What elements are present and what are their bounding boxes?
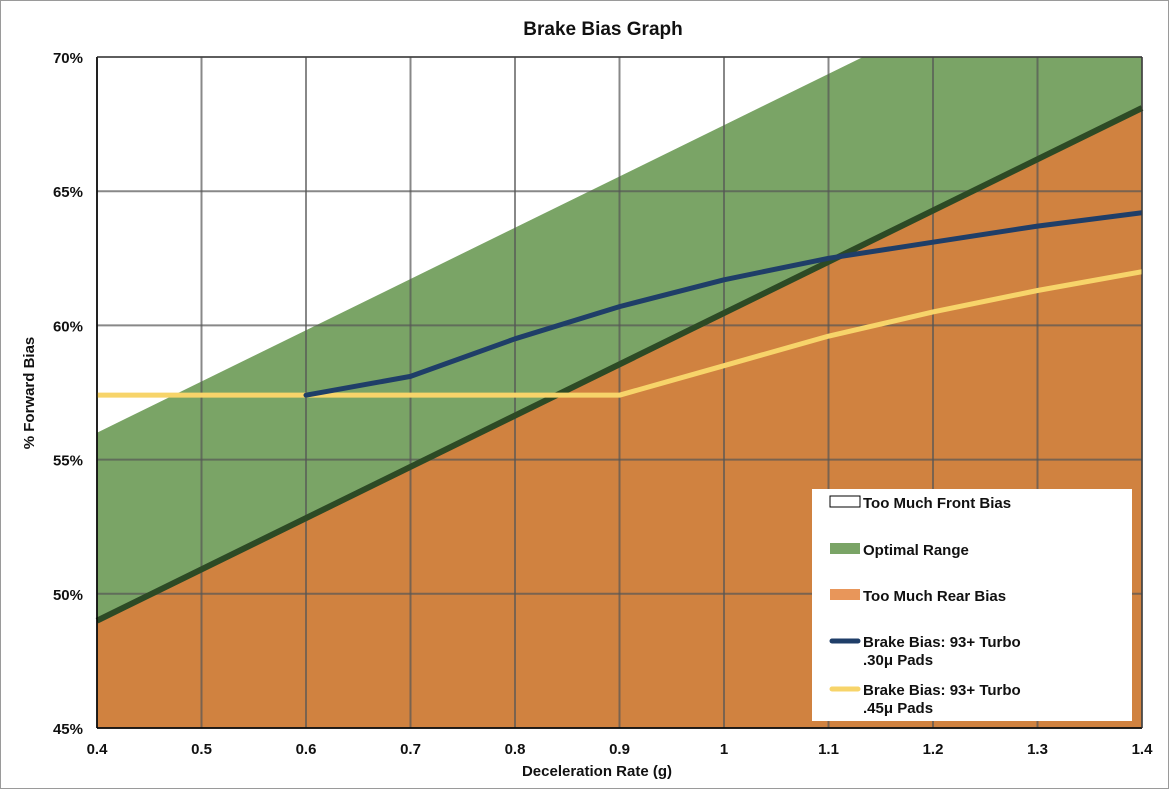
x-tick-label: 1.3 — [1027, 741, 1048, 758]
y-tick-label: 70% — [53, 50, 83, 67]
x-tick-label: 1.2 — [923, 741, 944, 758]
legend-label: Brake Bias: 93+ Turbo — [863, 634, 1021, 651]
x-tick-label: 0.5 — [191, 741, 212, 758]
optimal-lower-boundary — [95, 105, 1144, 624]
y-tick-label: 60% — [53, 318, 83, 335]
legend-swatch-box — [830, 543, 860, 554]
x-tick-label: 0.7 — [400, 741, 421, 758]
x-tick-label: 0.8 — [505, 741, 526, 758]
series-line-045-pads — [97, 269, 1142, 398]
y-tick-label: 55% — [53, 453, 83, 470]
legend-label: Too Much Rear Bias — [863, 588, 1006, 605]
y-tick-labels: 45% 50% 55% 60% 65% 70% — [53, 50, 83, 738]
x-tick-labels: 0.4 0.5 0.6 0.7 0.8 0.9 1 1.1 1.2 1.3 1.4 — [87, 741, 1154, 758]
x-tick-label: 1 — [720, 741, 728, 758]
x-tick-label: 0.6 — [296, 741, 317, 758]
x-axis-label: Deceleration Rate (g) — [522, 763, 672, 780]
legend-label: Too Much Front Bias — [863, 495, 1011, 512]
legend-box — [812, 489, 1132, 721]
x-tick-label: 0.9 — [609, 741, 630, 758]
y-tick-label: 50% — [53, 587, 83, 604]
legend-label: Brake Bias: 93+ Turbo — [863, 682, 1021, 699]
y-axis-label: % Forward Bias — [21, 337, 38, 450]
legend-label: .30μ Pads — [863, 652, 933, 669]
x-tick-label: 1.4 — [1132, 741, 1154, 758]
x-tick-label: 1.1 — [818, 741, 839, 758]
legend-swatch-box — [830, 589, 860, 600]
x-tick-label: 0.4 — [87, 741, 109, 758]
legend: Too Much Front Bias Optimal Range Too Much… — [812, 489, 1132, 721]
legend-label: Optimal Range — [863, 542, 969, 559]
legend-swatch-box — [829, 495, 861, 508]
series-lines — [97, 210, 1142, 398]
series-line-030-pads — [303, 210, 1142, 398]
y-tick-label: 65% — [53, 184, 83, 201]
chart-title: Brake Bias Graph — [523, 19, 682, 40]
axes — [96, 56, 1143, 729]
legend-label: .45μ Pads — [863, 700, 933, 717]
y-tick-label: 45% — [53, 721, 83, 738]
optimal-range-lower-line — [95, 105, 1144, 624]
